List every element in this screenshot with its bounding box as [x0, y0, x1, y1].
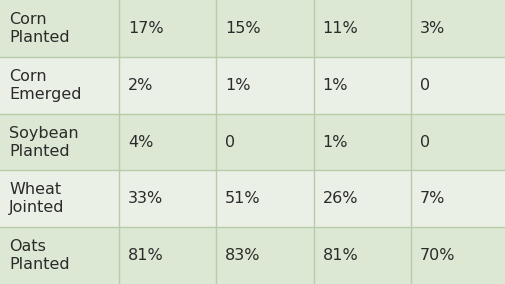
Text: 83%: 83%	[225, 248, 261, 263]
Text: 0: 0	[420, 135, 430, 149]
Text: 26%: 26%	[323, 191, 358, 206]
Text: Corn
Planted: Corn Planted	[9, 12, 70, 45]
Text: 15%: 15%	[225, 21, 261, 36]
Text: 1%: 1%	[323, 135, 348, 149]
Text: 81%: 81%	[128, 248, 164, 263]
Text: Soybean
Planted: Soybean Planted	[9, 126, 79, 158]
Bar	[0, 0, 505, 57]
Text: 0: 0	[225, 135, 235, 149]
Text: Oats
Planted: Oats Planted	[9, 239, 70, 272]
Text: 1%: 1%	[225, 78, 250, 93]
Bar	[0, 227, 505, 284]
Text: 17%: 17%	[128, 21, 164, 36]
Bar	[0, 114, 505, 170]
Text: Wheat
Jointed: Wheat Jointed	[9, 182, 65, 215]
Text: 7%: 7%	[420, 191, 445, 206]
Text: 2%: 2%	[128, 78, 153, 93]
Text: 1%: 1%	[323, 78, 348, 93]
Bar	[0, 170, 505, 227]
Text: 81%: 81%	[323, 248, 359, 263]
Text: 3%: 3%	[420, 21, 445, 36]
Text: 70%: 70%	[420, 248, 456, 263]
Text: Corn
Emerged: Corn Emerged	[9, 69, 82, 102]
Text: 11%: 11%	[323, 21, 359, 36]
Text: 0: 0	[420, 78, 430, 93]
Bar	[0, 57, 505, 114]
Text: 33%: 33%	[128, 191, 163, 206]
Text: 51%: 51%	[225, 191, 261, 206]
Text: 4%: 4%	[128, 135, 153, 149]
